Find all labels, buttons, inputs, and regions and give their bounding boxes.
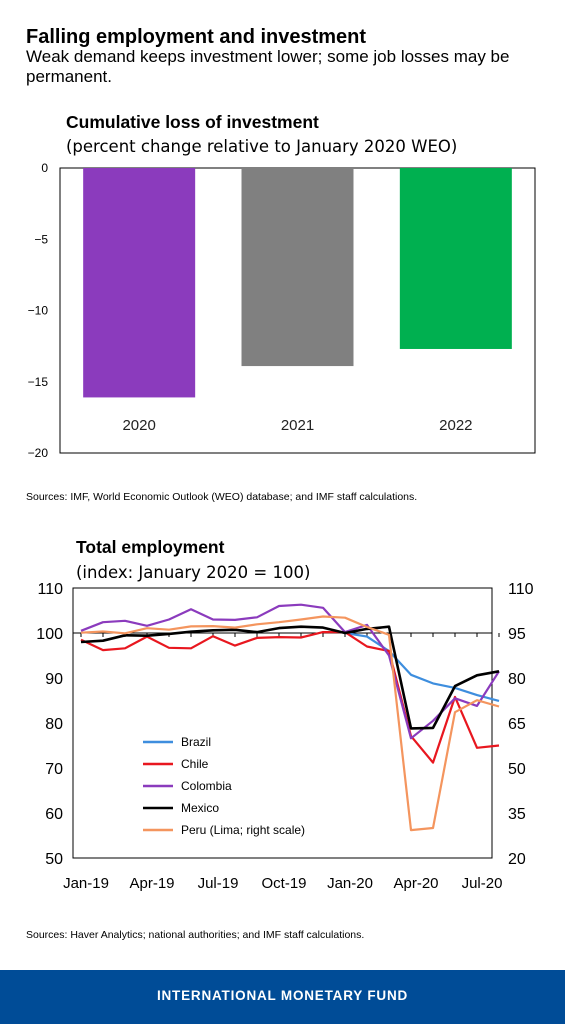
chart1-xtick-label: 2022 [439, 417, 472, 434]
chart1-xtick-label: 2020 [122, 417, 155, 434]
footer-label: INTERNATIONAL MONETARY FUND [156, 988, 409, 1003]
chart2-right-tick-label: 110 [508, 581, 534, 598]
chart2-left-tick-label: 50 [45, 851, 63, 868]
chart1-xtick-label: 2021 [281, 417, 314, 434]
chart2-right-tick-label: 95 [508, 626, 526, 643]
chart1-ytick-label: 0 [41, 161, 48, 175]
chart2-xtick-label: Jul-20 [462, 875, 503, 892]
chart2-title: Total employment [76, 537, 225, 557]
chart2-subtitle: (index: January 2020 = 100) [76, 563, 311, 582]
chart2-right-tick-label: 35 [508, 806, 526, 823]
chart2-legend-label: Peru (Lima; right scale) [181, 823, 305, 837]
footer-bar [0, 970, 565, 1024]
chart2-series-peru [80, 615, 500, 832]
chart2-xtick-label: Jan-19 [63, 875, 109, 892]
chart2-xtick-label: Oct-19 [261, 875, 306, 892]
chart1-source: Sources: IMF, World Economic Outlook (WE… [26, 491, 418, 503]
chart2-xtick-label: Jan-20 [327, 875, 373, 892]
chart1-ytick-label: −5 [34, 232, 48, 246]
chart2-legend-label: Brazil [181, 735, 211, 749]
chart1-ytick-label: −20 [28, 446, 49, 460]
chart1-title: Cumulative loss of investment [66, 112, 319, 132]
chart2-left-tick-label: 70 [45, 761, 63, 778]
chart2-left-tick-label: 110 [37, 581, 63, 598]
chart1-ytick-label: −10 [28, 304, 49, 318]
chart1-bar-2020 [83, 168, 196, 398]
chart2-legend-label: Chile [181, 757, 209, 771]
chart1-subtitle: (percent change relative to January 2020… [66, 137, 458, 156]
chart1-bar-2022 [399, 168, 512, 349]
chart1-bar-2021 [241, 168, 354, 367]
chart2-xtick-label: Jul-19 [198, 875, 239, 892]
chart2-right-tick-label: 20 [508, 851, 526, 868]
chart2-left-tick-label: 90 [45, 671, 63, 688]
chart2-left-tick-label: 60 [45, 806, 63, 823]
chart2-right-tick-label: 65 [508, 716, 526, 733]
chart2-left-tick-label: 80 [45, 716, 63, 733]
chart2-series-colombia [80, 603, 500, 740]
chart2-xtick-label: Apr-19 [129, 875, 174, 892]
chart2-source: Sources: Haver Analytics; national autho… [26, 929, 365, 941]
chart2-legend-label: Colombia [181, 779, 232, 793]
chart2-right-tick-label: 50 [508, 761, 526, 778]
chart2-right-tick-label: 80 [508, 671, 526, 688]
chart2-left-tick-label: 100 [36, 626, 63, 643]
chart2-plot-frame [72, 587, 493, 859]
employment-line-chart: 50 60 70 80 90 100 110 20 35 50 65 80 95 110 Jan-19 Apr… [36, 581, 534, 892]
chart2-legend-label: Mexico [181, 801, 219, 815]
chart2-series-chile [80, 631, 500, 764]
chart2-series-brazil [344, 631, 500, 702]
investment-bar-chart: 0 −5 −10 −15 −20 2020 2021 2022 [28, 161, 536, 460]
chart2-xtick-label: Apr-20 [393, 875, 438, 892]
chart2-series-mexico [80, 625, 500, 730]
main-title: Falling employment and investment [26, 26, 367, 48]
main-subtitle: Weak demand keeps investment lower; some… [26, 47, 510, 86]
chart1-ytick-label: −15 [28, 375, 49, 389]
